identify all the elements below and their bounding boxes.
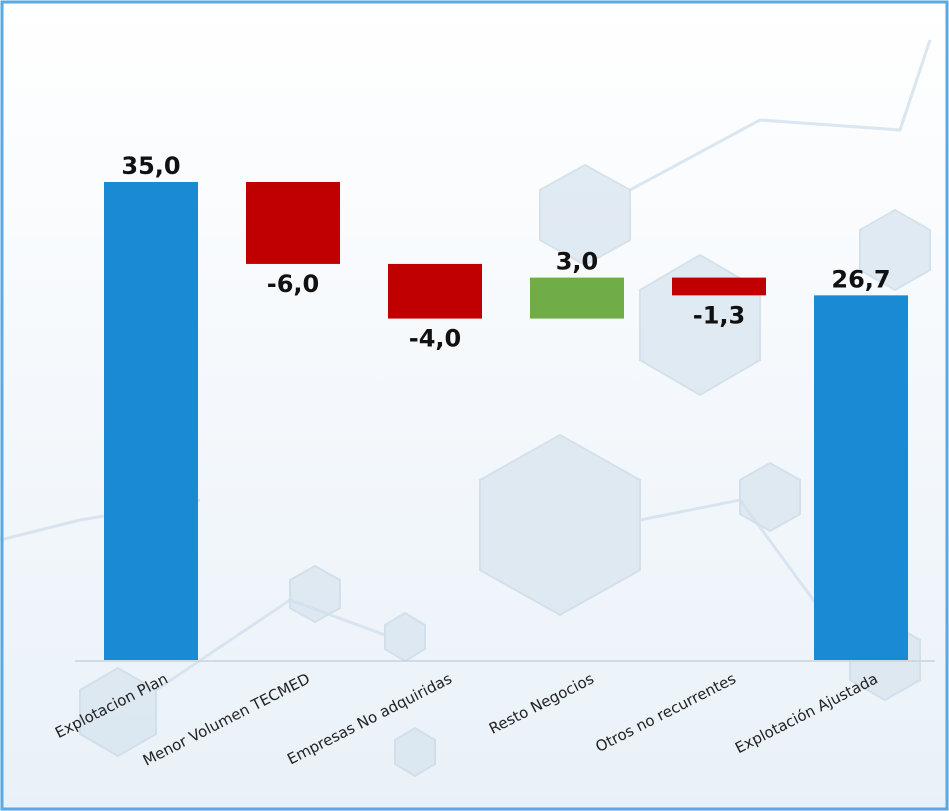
value-label: 3,0 [556, 248, 599, 276]
bar [530, 277, 624, 319]
bar [672, 277, 766, 296]
value-label: -1,3 [693, 301, 745, 329]
connector-decoration [0, 39, 932, 692]
value-label: -4,0 [409, 325, 461, 353]
value-label: 26,7 [831, 265, 890, 293]
value-label: 35,0 [121, 152, 180, 180]
hexagon-decoration [79, 163, 931, 778]
bar [104, 182, 198, 660]
bar [814, 295, 908, 660]
value-label: -6,0 [267, 270, 319, 298]
bar [388, 263, 482, 319]
bar [246, 182, 340, 264]
